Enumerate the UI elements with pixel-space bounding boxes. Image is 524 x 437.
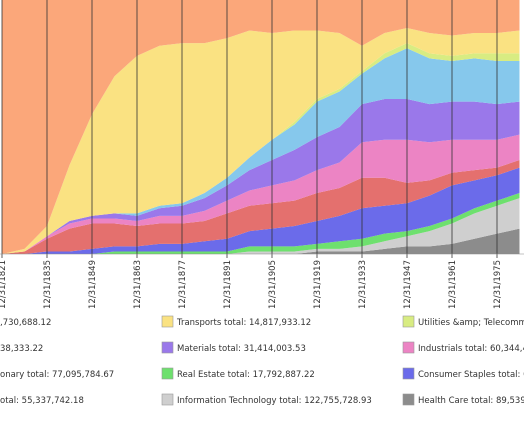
legend-label: Health Care total: 89,539,299. [418, 396, 524, 406]
area [2, 167, 520, 254]
area [2, 134, 520, 254]
x-tick-label: 12/31/1849 [88, 260, 98, 309]
x-tick-label: 12/31/1821 [0, 260, 8, 309]
x-tick-label: 12/31/1863 [133, 260, 143, 309]
legend-label: Transports total: 14,817,933.12 [176, 318, 311, 328]
legend-label: onary total: 77,095,784.67 [0, 370, 114, 380]
area [2, 228, 520, 254]
x-tick-label: 12/31/1877 [178, 260, 188, 309]
x-tick-label: 12/31/1905 [268, 260, 278, 309]
x-tick-label: 12/31/1975 [493, 260, 503, 309]
legend-swatch [402, 367, 415, 380]
legend-label: 38,333.22 [0, 344, 43, 354]
x-tick-label: 12/31/1919 [313, 260, 323, 309]
legend-label: Materials total: 31,414,003.53 [177, 344, 306, 354]
legend-swatch [161, 367, 174, 380]
legend-label: Information Technology total: 122,755,72… [177, 396, 372, 406]
x-tick-label: 12/31/1835 [43, 260, 53, 309]
legend-swatch [402, 393, 415, 406]
x-tick-label: 12/31/1947 [403, 260, 413, 309]
legend-swatch [161, 341, 174, 354]
area [2, 0, 520, 254]
area [2, 99, 520, 254]
legend-swatch [402, 315, 415, 328]
area [2, 48, 520, 255]
legend-label: Real Estate total: 17,792,887.22 [177, 370, 315, 380]
area [2, 160, 520, 254]
legend-label: ,730,688.12 [0, 318, 51, 328]
area [2, 27, 520, 254]
x-tick-label: 12/31/1933 [358, 260, 368, 309]
area [2, 193, 520, 254]
legend-label: otal: 55,337,742.18 [0, 396, 84, 406]
x-tick-label: 12/31/1961 [448, 260, 458, 309]
legend-swatch [161, 393, 174, 406]
legend-label: Utilities &amp; Telecommunica [418, 318, 524, 328]
legend-swatch [402, 341, 415, 354]
legend-label: Industrials total: 60,344,440.7 [418, 344, 524, 354]
legend-label: Consumer Staples total: 63,88 [418, 370, 524, 380]
legend-swatch [161, 315, 174, 328]
x-tick-label: 12/31/1891 [223, 260, 233, 309]
